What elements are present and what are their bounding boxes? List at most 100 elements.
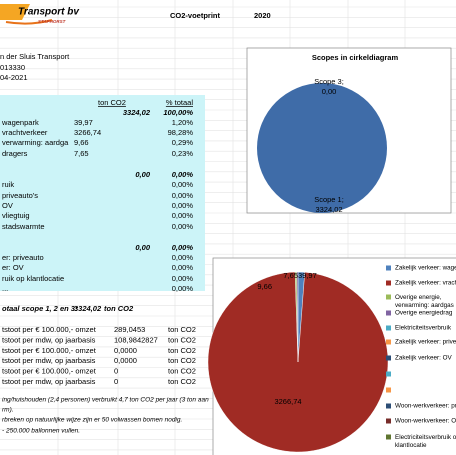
row-percent: 0,00% (172, 274, 194, 283)
logo-text: Transport bv (18, 7, 80, 18)
legend-marker (386, 310, 391, 316)
logo-sub: STAPHORST (38, 19, 67, 24)
highlight-area (0, 95, 205, 291)
ratio-value: 0 (114, 367, 118, 376)
row-value: 9,66 (74, 138, 89, 147)
data-label: 39,97 (298, 271, 317, 280)
row-label: ruik op klantlocatie (2, 274, 64, 283)
legend-entry: Woon-werkverkeer: O (395, 418, 456, 425)
row-value: 39,97 (74, 118, 93, 127)
row-label: ... (2, 284, 8, 293)
ratio-unit: ton CO2 (168, 325, 196, 334)
row-percent: 100,00% (163, 108, 193, 117)
row-percent: 0,00% (172, 170, 194, 179)
ratio-unit: ton CO2 (168, 346, 196, 355)
legend-entry: Zakelijk verkeer: OV (395, 355, 452, 362)
row-value: 7,65 (74, 149, 89, 158)
row-percent: 0,00% (172, 284, 194, 293)
data-label: 9,66 (257, 282, 272, 291)
ratio-value: 289,0453 (114, 325, 145, 334)
ratio-label: tstoot per € 100.000,- omzet (2, 367, 97, 376)
ratio-value: 0,0000 (114, 356, 137, 365)
row-label: er: OV (2, 263, 24, 272)
pie-slice (257, 83, 387, 213)
ratio-unit: ton CO2 (168, 367, 196, 376)
data-label: 0,00 (322, 87, 337, 96)
sheet-year: 2020 (254, 11, 271, 20)
company-line: 04-2021 (0, 73, 28, 82)
legend-entry: Electriciteitsverbruik o klantlocatie (395, 434, 456, 449)
data-label: 7,65 (283, 271, 298, 280)
chart-title: Scopes in cirkeldiagram (312, 53, 399, 62)
row-label: ruik (2, 180, 14, 189)
pie-slice (207, 271, 389, 453)
row-percent: 98,28% (168, 128, 194, 137)
legend-marker (386, 325, 391, 331)
data-label: Scope 3; (314, 77, 344, 86)
legend-marker (386, 294, 391, 300)
row-label: wagenpark (1, 118, 39, 127)
row-label: verwarming: aardga (2, 138, 69, 147)
row-percent: 0,00% (172, 222, 194, 231)
data-label: 3324,02 (315, 205, 342, 214)
footnote: rm). (2, 407, 14, 414)
row-percent: 0,29% (172, 138, 194, 147)
legend-entry: Overige energiedrag (395, 310, 453, 317)
row-label: stadswarmte (2, 222, 45, 231)
ratio-unit: ton CO2 (168, 377, 196, 386)
row-percent: 0,00% (172, 211, 194, 220)
ratio-value: 108,9842827 (114, 335, 158, 344)
column-header: % totaal (166, 98, 193, 107)
legend-entry: Elektriciteitsverbruik (395, 325, 452, 332)
ratio-label: tstoot per € 100.000,- omzet (2, 346, 97, 355)
ratio-label: tstoot per € 100.000,- omzet (2, 325, 97, 334)
company-line: 013330 (0, 63, 25, 72)
legend-marker (386, 387, 391, 393)
legend-entry: Overige energie, verwarming: aardgas (395, 294, 454, 309)
column-header: ton CO2 (98, 98, 126, 107)
legend-marker (386, 403, 391, 409)
footnote: - 250.000 ballonnen vullen. (2, 428, 80, 435)
row-label: vliegtuig (2, 211, 30, 220)
row-percent: 0,00% (172, 263, 194, 272)
legend-marker (386, 280, 391, 286)
row-value: 3266,74 (74, 128, 101, 137)
legend-marker (386, 265, 391, 271)
row-value: 3324,02 (123, 108, 151, 117)
logo-swoosh (5, 19, 53, 25)
row-label: OV (2, 201, 13, 210)
pie-slice (296, 271, 299, 363)
row-value: 0,00 (135, 243, 150, 252)
data-label: Scope 1; (314, 195, 344, 204)
footnote: rbreken op natuurlijke wijze zijn er 50 … (2, 417, 182, 424)
row-label: vrachtverkeer (2, 128, 48, 137)
legend-marker (386, 418, 391, 424)
company-line: n der Sluis Transport (0, 52, 70, 61)
legend-marker (386, 371, 391, 377)
ratio-value: 0,0000 (114, 346, 137, 355)
row-percent: 0,00% (172, 243, 194, 252)
row-percent: 0,00% (172, 253, 194, 262)
ratio-label: tstoot per mdw, op jaarbasis (2, 377, 96, 386)
ratio-value: 0 (114, 377, 118, 386)
legend-marker (386, 339, 391, 345)
ratio-label: tstoot per mdw, op jaarbasis (2, 335, 96, 344)
legend-entry: Zakelijk verkeer: vrach (395, 280, 456, 287)
legend-entry: Zakelijk verkeer: wage (395, 265, 456, 272)
logo-mark (0, 4, 30, 20)
data-label: 3266,74 (274, 397, 301, 406)
legend-entry: Zakelijk verkeer: prive (395, 339, 456, 346)
row-label: er: priveauto (2, 253, 44, 262)
row-label: dragers (2, 149, 28, 158)
row-percent: 0,00% (172, 191, 194, 200)
row-label: priveauto's (2, 191, 38, 200)
row-percent: 1,20% (172, 118, 194, 127)
ratio-label: tstoot per mdw, op jaarbasis (2, 356, 96, 365)
row-percent: 0,00% (172, 201, 194, 210)
footnote: ing/huishouden (2,4 personen) verbruikt … (2, 397, 209, 404)
sheet-title: CO2-voetprint (170, 11, 221, 20)
legend-entry: Woon-werkverkeer: pri (395, 403, 456, 410)
row-value: 0,00 (135, 170, 150, 179)
total-label: otaal scope 1, 2 en 3: (2, 304, 78, 313)
